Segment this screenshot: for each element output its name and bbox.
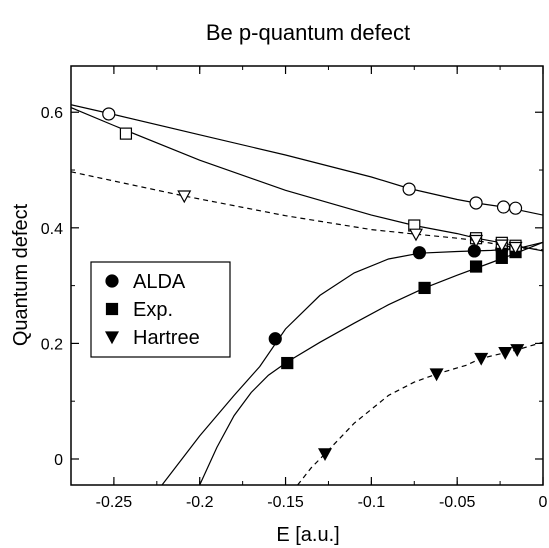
data-point bbox=[495, 251, 508, 264]
data-point bbox=[474, 352, 489, 366]
y-axis-label: Quantum defect bbox=[10, 203, 32, 346]
data-point bbox=[494, 239, 509, 253]
data-point bbox=[402, 182, 416, 196]
x-axis-label: E [a.u.] bbox=[276, 524, 339, 546]
y-axis: 0 0.2 0.4 0.6 bbox=[41, 105, 543, 469]
legend-label: Exp. bbox=[133, 299, 173, 321]
series-line bbox=[71, 107, 543, 252]
data-point bbox=[467, 244, 481, 258]
chart-title: Be p-quantum defect bbox=[206, 20, 410, 45]
series-hartree-2 bbox=[297, 341, 543, 485]
x-tick-label: -0.2 bbox=[186, 494, 214, 511]
data-point bbox=[508, 201, 523, 215]
data-point bbox=[102, 107, 116, 121]
series-open-circle-3 bbox=[71, 104, 543, 216]
series-open-triangle-down-5 bbox=[71, 171, 543, 255]
plot-series bbox=[71, 104, 543, 485]
data-point bbox=[496, 200, 511, 214]
series-line bbox=[161, 241, 543, 485]
data-point bbox=[508, 241, 523, 255]
data-point bbox=[412, 246, 427, 260]
x-tick-label: -0.1 bbox=[358, 494, 386, 511]
legend-label: ALDA bbox=[133, 271, 186, 293]
series-exp.-1 bbox=[199, 241, 543, 485]
data-point bbox=[318, 448, 333, 462]
plot-frame bbox=[70, 65, 544, 486]
legend-marker bbox=[105, 274, 119, 288]
series-line bbox=[297, 341, 543, 485]
legend: ALDA Exp. Hartree bbox=[90, 261, 231, 358]
x-tick-label: -0.15 bbox=[267, 494, 304, 511]
series-line bbox=[199, 241, 543, 485]
x-tick-label: 0 bbox=[539, 494, 548, 511]
data-point bbox=[469, 260, 483, 273]
series-open-square-4 bbox=[71, 107, 543, 252]
series-line bbox=[71, 171, 543, 251]
data-point bbox=[469, 234, 484, 248]
data-point bbox=[119, 127, 133, 140]
data-point bbox=[177, 190, 192, 204]
legend-marker bbox=[105, 302, 119, 316]
data-point bbox=[408, 228, 423, 242]
y-tick-label: 0.2 bbox=[41, 336, 63, 353]
data-point bbox=[510, 344, 525, 358]
x-tick-label: -0.05 bbox=[439, 494, 476, 511]
data-point bbox=[498, 347, 513, 360]
data-point bbox=[418, 281, 431, 295]
data-point bbox=[268, 332, 282, 346]
y-tick-label: 0.4 bbox=[41, 221, 63, 238]
y-tick-label: 0 bbox=[54, 452, 63, 469]
y-tick-label: 0.6 bbox=[41, 105, 63, 122]
legend-marker bbox=[104, 331, 120, 345]
data-point bbox=[281, 356, 294, 370]
x-axis: -0.25 -0.2 -0.15 -0.1 -0.05 0 bbox=[70, 66, 548, 511]
x-tick-label: -0.25 bbox=[96, 494, 133, 511]
legend-label: Hartree bbox=[133, 327, 200, 349]
data-point bbox=[469, 196, 483, 210]
data-point bbox=[429, 368, 444, 382]
